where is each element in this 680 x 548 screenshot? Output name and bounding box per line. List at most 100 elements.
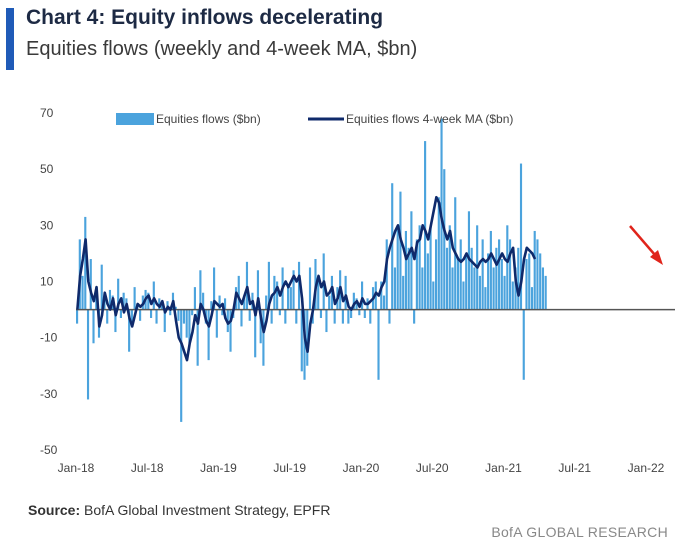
flow-bar [410,211,413,310]
flow-bar [522,309,525,380]
flow-bar [459,239,462,310]
y-tick-label: -30 [40,387,58,401]
flow-bar [500,259,503,310]
flow-bar [328,295,331,310]
flow-bar [361,281,364,310]
y-axis-ticks: 70 50 30 10 -10 -30 -50 [40,106,58,457]
flow-bar [160,303,164,310]
flow-bar [358,309,361,316]
flow-bar [325,309,328,333]
flow-bar [306,309,309,366]
flow-bar [188,309,191,344]
flow-bar [117,278,120,310]
legend-line-label: Equities flows 4-week MA ($bn) [346,112,513,126]
flow-bar [240,309,243,327]
flow-bar [544,275,547,310]
flow-bar [289,287,292,310]
flow-bar [177,309,180,321]
flow-bar [451,267,454,310]
flow-bar [492,267,495,310]
flow-bar [229,309,232,352]
flow-bar [517,247,520,310]
weekly-flow-bars [76,118,547,422]
flow-bar [481,239,484,310]
flow-bar [525,259,528,310]
flow-bar [377,309,380,380]
x-tick-label: Jul-20 [416,461,449,475]
chart-title: Chart 4: Equity inflows decelerating [26,6,384,29]
flow-bar [514,267,517,310]
flow-bar [218,295,221,310]
flow-bar [424,141,427,310]
legend-bar-swatch [116,113,154,125]
x-tick-label: Jul-21 [558,461,591,475]
flow-bar [511,281,514,310]
flow-bar [169,309,172,316]
flow-bar [489,230,492,310]
flow-bar [421,267,424,310]
flow-bar [114,309,117,333]
red-arrow [629,225,663,265]
flow-bar [297,261,301,310]
x-tick-label: Jan-20 [343,461,380,475]
flow-bar [81,275,84,310]
arrow-head-icon [650,250,663,265]
ma-line-series [76,195,537,362]
flow-bar [259,309,262,344]
source-label: Source: [28,502,81,518]
title-accent-bar [6,8,14,70]
flow-bar [487,253,490,310]
flow-bar [317,281,320,310]
flow-bar [498,239,501,310]
flow-bar [270,309,273,324]
flow-bar [152,281,155,310]
brand-label: BofA GLOBAL RESEARCH [491,524,668,540]
flow-bar [278,309,281,316]
flow-bar [426,253,429,310]
y-tick-label: 10 [40,275,54,289]
flow-bar [462,281,465,310]
flow-bar [267,261,270,310]
flow-bar [456,259,460,310]
y-tick-label: 70 [40,106,54,120]
flow-bar [196,309,199,366]
flow-bar [106,309,109,324]
flow-bar [292,270,295,310]
x-tick-label: Jul-19 [273,461,306,475]
flow-bar [303,309,306,380]
flow-bar [166,301,169,310]
flow-bar [347,309,350,324]
flow-bar [341,309,344,324]
x-tick-label: Jan-21 [485,461,522,475]
flow-bar [243,295,246,310]
flow-bar [465,253,468,310]
flow-bar [199,270,202,310]
flow-bar [265,295,268,310]
flow-bar [276,281,279,310]
flow-bar [445,247,449,310]
flow-bar [413,309,416,324]
flow-bar [473,267,476,310]
flow-bar [443,169,446,310]
flow-bar [528,253,531,310]
x-tick-label: Jan-22 [628,461,665,475]
flow-bar [92,309,95,344]
flow-bar [415,239,418,310]
flow-bar [284,309,287,324]
flow-bar [213,267,216,310]
flow-bar [174,306,177,310]
flow-bar [363,309,366,318]
flow-bar [256,270,260,310]
flow-bar [149,309,153,318]
flow-bar [108,289,112,310]
flow-bar [508,239,512,310]
flow-bar [533,230,536,310]
y-tick-label: 50 [40,162,54,176]
legend-bar-label: Equities flows ($bn) [156,112,261,126]
flow-bar [519,163,523,310]
flow-bar [128,309,131,352]
flow-bar [319,309,323,318]
flow-bar [215,309,218,338]
arrow-shaft [629,225,656,256]
flow-bar [388,309,391,324]
